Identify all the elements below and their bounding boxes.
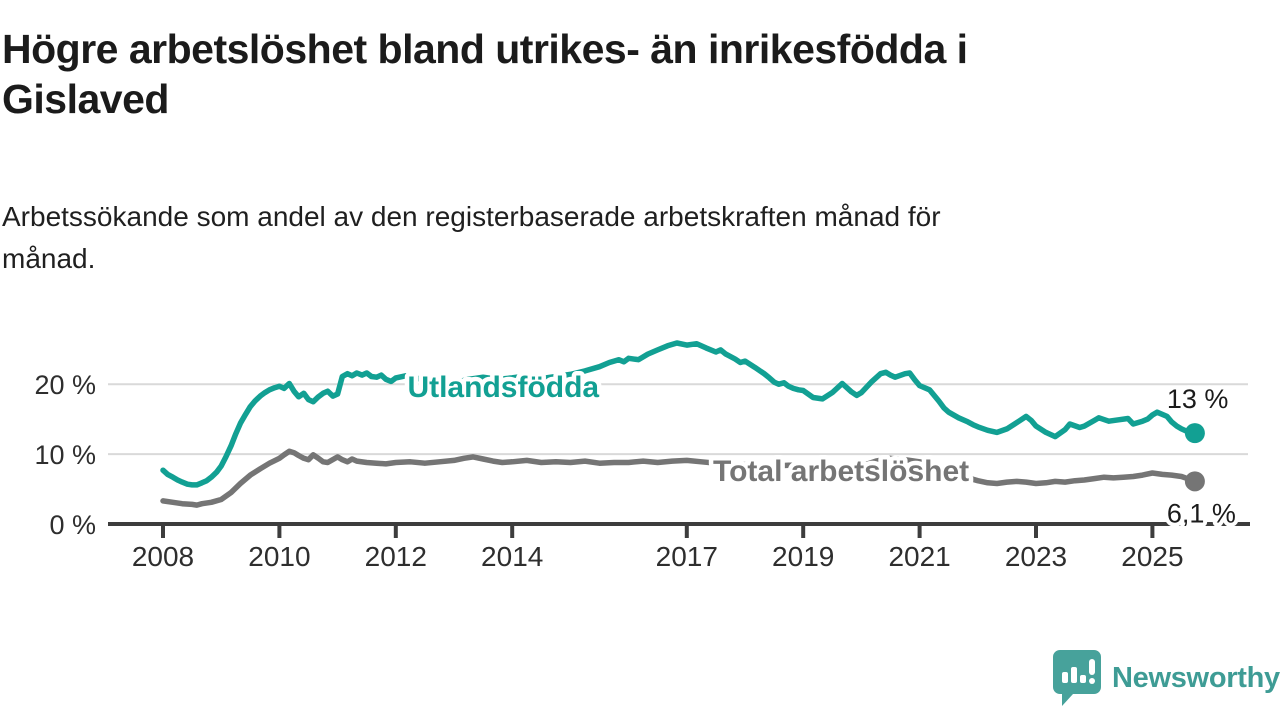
chart-subtitle-line1: Arbetssökande som andel av den registerb… [2,201,941,232]
line-chart-canvas: 2008 2010 2012 2014 2017 2019 2021 2023 2025 0 % 1… [34,340,1250,572]
end-value-label-total: 6,1 % [1167,498,1236,528]
x-tick-label-2012: 2012 [365,541,427,572]
line-chart: 2008 2010 2012 2014 2017 2019 2021 2023 2025 0 % 1… [0,320,1280,620]
x-tick-label-2023: 2023 [1005,541,1067,572]
newsworthy-bubble-icon [1053,650,1101,706]
bar-2 [1071,667,1077,683]
series-line-total [160,448,1198,508]
bar-1 [1062,672,1068,683]
exclamation-rod [1089,659,1095,675]
exclamation-dot [1089,678,1095,684]
x-tick-label-2010: 2010 [248,541,310,572]
series-label-total: Total arbetslöshet [713,455,969,488]
x-tick-label-2021: 2021 [888,541,950,572]
series-end-dot-utlandsfodda [1184,423,1205,444]
chart-subtitle-line2: månad. [2,243,96,274]
end-value-label-utlandsfodda: 13 % [1167,384,1229,414]
x-tick-label-2025: 2025 [1121,541,1183,572]
x-tick-label-2019: 2019 [772,541,834,572]
page-title: Högre arbetslöshet bland utrikes- än inr… [2,24,1182,124]
y-tick-label-0: 0 % [49,510,96,540]
series-label-utlandsfodda: Utlandsfödda [407,371,599,404]
chart-subtitle: Arbetssökande som andel av den registerb… [2,196,1182,280]
x-tick-label-2008: 2008 [132,541,194,572]
x-tick-label-2017: 2017 [656,541,718,572]
series-end-dot-total [1184,471,1205,492]
series-line-utlandsfodda [160,340,1198,488]
y-tick-label-10: 10 % [34,440,96,470]
page-title-line2: Gislaved [2,76,169,122]
x-tick-label-2014: 2014 [481,541,543,572]
newsworthy-logo: Newsworthy [1052,648,1280,708]
newsworthy-logo-text: Newsworthy [1112,661,1280,694]
page-title-line1: Högre arbetslöshet bland utrikes- än inr… [2,26,968,72]
y-tick-label-20: 20 % [34,370,96,400]
bar-3 [1080,675,1086,683]
